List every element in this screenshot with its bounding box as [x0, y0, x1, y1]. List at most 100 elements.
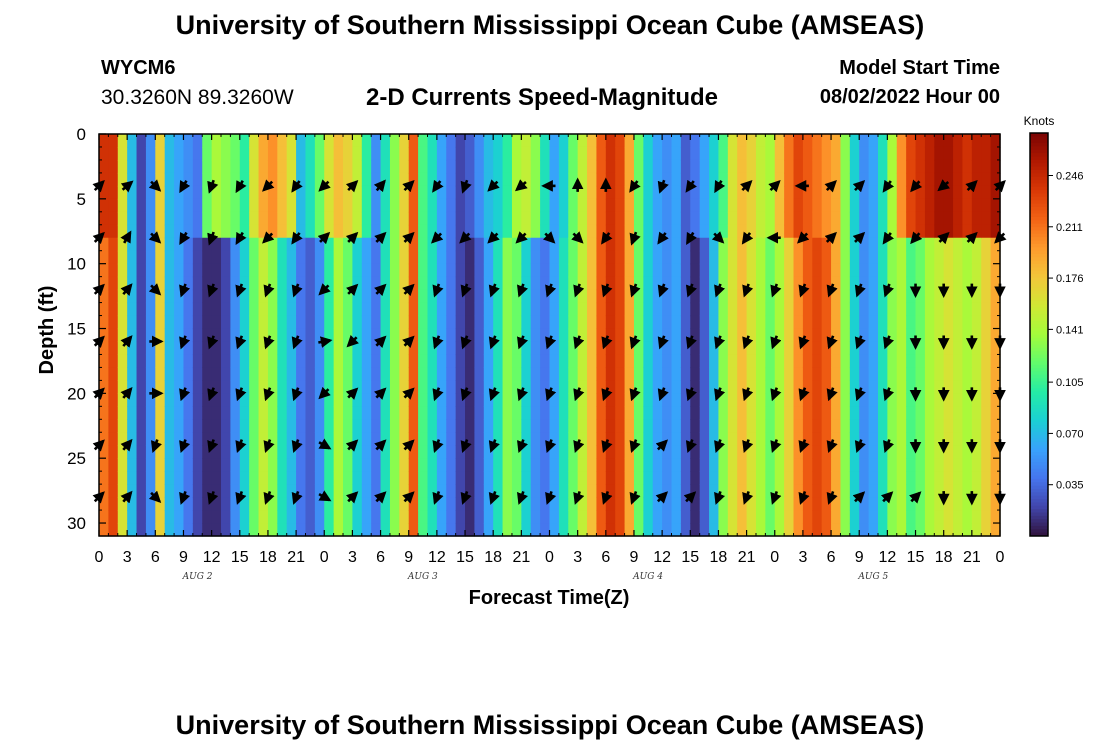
- heatmap-cell: [502, 224, 513, 239]
- heatmap-cell: [352, 432, 363, 446]
- heatmap-cell: [267, 302, 278, 317]
- current-arrow: [374, 491, 387, 504]
- heatmap-cell: [183, 497, 194, 511]
- heatmap-cell: [314, 146, 325, 161]
- current-arrow: [798, 387, 810, 402]
- heatmap-cell: [99, 289, 109, 304]
- current-arrow: [120, 283, 133, 296]
- heatmap-cell: [793, 419, 804, 433]
- heatmap-cell: [305, 263, 316, 278]
- current-arrow: [263, 439, 275, 454]
- heatmap-cell: [371, 380, 382, 394]
- heatmap-cell: [192, 185, 203, 200]
- heatmap-cell: [296, 328, 307, 343]
- heatmap-cell: [896, 146, 907, 161]
- heatmap-cell: [108, 237, 119, 252]
- heatmap-cell: [127, 159, 138, 174]
- heatmap-cell: [371, 185, 382, 200]
- heatmap-cell: [643, 497, 654, 511]
- heatmap-cell: [164, 419, 175, 433]
- heatmap-cell: [549, 406, 560, 420]
- heatmap-cell: [896, 185, 907, 200]
- date-label: AUG 5: [857, 572, 888, 582]
- heatmap-cell: [493, 237, 504, 252]
- heatmap-cell: [727, 198, 738, 213]
- current-arrow: [432, 439, 444, 454]
- heatmap-cell: [99, 497, 109, 511]
- heatmap-cell: [549, 172, 560, 187]
- heatmap-cell: [943, 458, 954, 472]
- heatmap-cell: [962, 315, 973, 330]
- heatmap-cell: [662, 393, 673, 407]
- heatmap-cell: [267, 341, 278, 356]
- heatmap-cell: [343, 185, 354, 200]
- heatmap-cell: [831, 263, 842, 278]
- heatmap-cell: [127, 224, 138, 239]
- heatmap-cell: [587, 250, 598, 265]
- heatmap-cell: [953, 237, 964, 252]
- heatmap-cell: [718, 250, 729, 265]
- heatmap-cell: [352, 172, 363, 187]
- heatmap-cell: [474, 484, 485, 498]
- heatmap-cell: [962, 367, 973, 381]
- heatmap-cell: [389, 224, 400, 239]
- heatmap-cell: [690, 315, 701, 330]
- current-arrow: [488, 335, 500, 350]
- heatmap-cell: [962, 276, 973, 291]
- heatmap-cell: [361, 523, 372, 537]
- current-arrow: [714, 387, 726, 402]
- heatmap-cell: [990, 354, 1001, 369]
- heatmap-cell: [192, 211, 203, 226]
- heatmap-cell: [755, 380, 766, 394]
- colorbar-segment: [1030, 237, 1048, 241]
- heatmap-cell: [549, 134, 560, 148]
- heatmap-cell: [465, 354, 476, 369]
- heatmap-cell: [765, 510, 776, 524]
- heatmap-cell: [906, 237, 917, 252]
- heatmap-cell: [267, 146, 278, 161]
- heatmap-cell: [314, 237, 325, 252]
- heatmap-cell: [277, 406, 288, 420]
- heatmap-cell: [164, 458, 175, 472]
- current-arrow: [148, 490, 162, 503]
- heatmap-cell: [211, 224, 222, 239]
- heatmap-cell: [324, 302, 335, 317]
- heatmap-cell: [249, 432, 260, 446]
- heatmap-cell: [418, 497, 429, 511]
- heatmap-cell: [465, 367, 476, 381]
- heatmap-cell: [465, 237, 476, 252]
- heatmap-cell: [587, 315, 598, 330]
- heatmap-cell: [418, 367, 429, 381]
- heatmap-cell: [755, 510, 766, 524]
- heatmap-cell: [239, 497, 250, 511]
- heatmap-cell: [465, 302, 476, 317]
- date-label: AUG 4: [632, 572, 663, 582]
- heatmap-cell: [755, 328, 766, 343]
- heatmap-cell: [136, 406, 147, 420]
- heatmap-cell: [352, 471, 363, 485]
- heatmap-cell: [286, 263, 297, 278]
- heatmap-cell: [643, 237, 654, 252]
- heatmap-cell: [202, 237, 213, 252]
- heatmap-cell: [812, 134, 823, 148]
- heatmap-cell: [568, 159, 579, 174]
- heatmap-cell: [286, 198, 297, 213]
- heatmap-cell: [549, 523, 560, 537]
- current-arrow: [148, 231, 162, 244]
- heatmap-cell: [380, 497, 391, 511]
- heatmap-cell: [192, 341, 203, 356]
- heatmap-cell: [568, 328, 579, 343]
- heatmap-cell: [596, 341, 607, 356]
- current-arrow: [207, 439, 219, 454]
- heatmap-cell: [333, 237, 344, 252]
- heatmap-cell: [990, 250, 1001, 265]
- colorbar-segment: [1030, 438, 1048, 443]
- heatmap-cell: [821, 445, 832, 459]
- heatmap-cell: [943, 367, 954, 381]
- heatmap-cell: [380, 328, 391, 343]
- heatmap-cell: [896, 328, 907, 343]
- heatmap-cell: [962, 406, 973, 420]
- heatmap-cell: [877, 289, 888, 304]
- heatmap-cell: [333, 211, 344, 226]
- heatmap-cell: [314, 406, 325, 420]
